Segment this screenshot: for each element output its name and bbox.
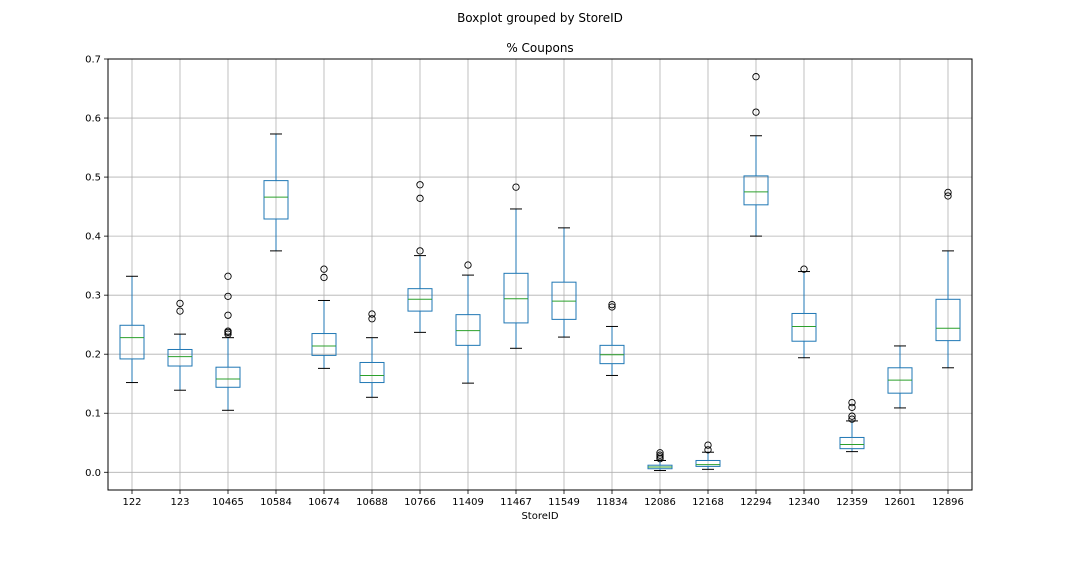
box-12359: [839, 398, 865, 453]
outlier-point: [416, 194, 424, 202]
plot-frame: [107, 58, 973, 491]
y-tick-label: 0.3: [85, 291, 101, 302]
outlier-point: [320, 273, 328, 282]
box-12601: [887, 345, 913, 409]
box-body: [455, 314, 481, 346]
y-tick-label: 0.1: [85, 409, 101, 420]
box-12340: [791, 265, 817, 359]
outlier-point: [848, 415, 856, 423]
x-tick-label: 12086: [644, 497, 676, 508]
box-body: [311, 333, 337, 356]
x-tick-label: 10674: [308, 497, 340, 508]
outlier-point: [224, 330, 232, 338]
x-tick-label: 10688: [356, 497, 388, 508]
box-10584: [263, 133, 289, 252]
box-10465: [215, 272, 241, 411]
box-11409: [455, 261, 481, 384]
box-11549: [551, 227, 577, 338]
y-tick-label: 0.6: [85, 114, 101, 125]
outlier-point: [656, 455, 664, 463]
outlier-point: [800, 265, 808, 273]
outlier-point: [416, 247, 424, 255]
outlier-point: [464, 261, 472, 269]
x-tick-label: 10465: [212, 497, 244, 508]
outlier-point: [224, 311, 232, 319]
outlier-point: [752, 108, 760, 116]
x-tick-label: 12601: [884, 497, 916, 508]
box-10766: [407, 181, 433, 333]
outlier-point: [368, 315, 376, 323]
box-body: [935, 298, 961, 342]
outlier-point: [848, 398, 856, 407]
outlier-point: [608, 300, 616, 309]
axes: 0.0 0.1 0.2 0.3 0.4 0.5 0.6 0.7 122 123 10465 10584…: [85, 55, 964, 509]
outlier-point: [704, 446, 712, 454]
outlier-point: [416, 181, 424, 189]
outlier-point: [656, 451, 664, 459]
box-body: [359, 361, 385, 384]
x-tick-label: 11467: [500, 497, 532, 508]
box-12086: [647, 449, 673, 472]
x-tick-label: 12896: [932, 497, 964, 508]
box-body: [263, 180, 289, 220]
box-body: [167, 348, 193, 367]
box-12896: [935, 188, 961, 369]
box-body: [503, 272, 529, 324]
box-body: [743, 175, 769, 206]
outlier-point: [224, 292, 232, 300]
y-tick-label: 0.4: [85, 232, 101, 243]
x-axis-label: StoreID: [521, 511, 558, 522]
box-body: [839, 436, 865, 450]
x-tick-label: 123: [170, 497, 189, 508]
x-tick-label: 10766: [404, 497, 436, 508]
x-tick-label: 12294: [740, 497, 772, 508]
outlier-point: [656, 453, 664, 461]
box-body: [407, 288, 433, 312]
outlier-point: [848, 412, 856, 420]
y-tick-label: 0.7: [85, 55, 101, 66]
outlier-point: [944, 192, 952, 200]
outlier-point: [848, 403, 856, 411]
x-tick-label: 122: [122, 497, 141, 508]
box-body: [791, 312, 817, 342]
outlier-point: [656, 449, 664, 457]
box-122: [119, 275, 145, 384]
box-body: [215, 366, 241, 388]
outlier-point: [608, 303, 616, 311]
box-11834: [599, 300, 625, 376]
x-tick-label: 11834: [596, 497, 628, 508]
grid-lines: [108, 58, 972, 490]
box-11467: [503, 183, 529, 349]
chart-title: % Coupons: [506, 41, 573, 55]
x-tick-label: 12340: [788, 497, 820, 508]
box-123: [167, 299, 193, 391]
outlier-point: [368, 310, 376, 318]
box-10674: [311, 265, 337, 369]
outlier-point: [512, 183, 520, 191]
chart-suptitle: Boxplot grouped by StoreID: [457, 11, 623, 25]
outlier-point: [224, 272, 232, 280]
box-12168: [695, 441, 721, 470]
outlier-point: [944, 188, 952, 197]
x-tick-label: 11549: [548, 497, 580, 508]
box-10688: [359, 310, 385, 398]
outlier-point: [704, 441, 712, 449]
y-tick-label: 0.2: [85, 350, 101, 361]
x-tick-label: 12359: [836, 497, 868, 508]
boxes: [119, 73, 961, 472]
outlier-point: [752, 73, 760, 81]
box-body: [119, 324, 145, 360]
outlier-point: [176, 299, 184, 308]
x-tick-label: 11409: [452, 497, 484, 508]
y-tick-label: 0.0: [85, 468, 101, 479]
outlier-point: [176, 307, 184, 315]
box-body: [695, 459, 721, 467]
y-tick-label: 0.5: [85, 173, 101, 184]
outlier-point: [224, 327, 232, 335]
outlier-point: [320, 265, 328, 273]
box-12294: [743, 73, 769, 237]
x-tick-label: 10584: [260, 497, 292, 508]
x-tick-label: 12168: [692, 497, 724, 508]
